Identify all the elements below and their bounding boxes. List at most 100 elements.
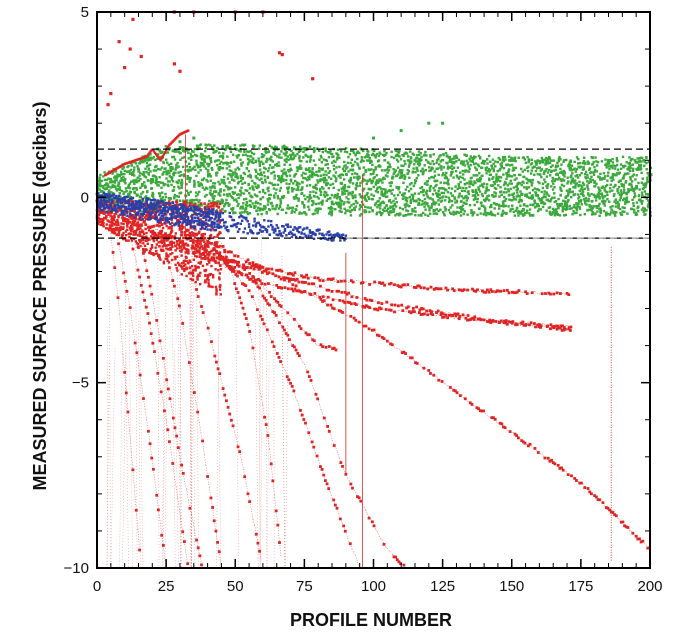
red-point [396,304,400,308]
green-point [264,149,267,153]
green-point [641,193,644,197]
green-point [588,194,591,197]
green-point [587,192,590,195]
green-point [267,167,271,170]
green-point [390,201,393,204]
green-point [166,161,169,164]
green-point [282,178,285,181]
green-point [360,158,364,162]
green-point [282,152,286,155]
green-point [645,182,648,185]
green-point [368,168,371,172]
green-point [413,206,417,210]
green-point [271,183,275,187]
green-point [465,159,468,162]
red-point [536,323,540,327]
red-track-segment [400,284,404,288]
red-track-segment [561,292,564,295]
green-point [612,164,615,167]
red-track-segment [308,276,311,279]
red-track-segment [455,288,458,292]
green-point [147,172,150,175]
green-point [161,196,165,199]
red-track-segment [306,291,309,294]
green-point [587,162,590,165]
green-point [417,192,420,195]
green-point [507,190,511,193]
red-track-segment [281,286,284,289]
green-point [578,180,581,184]
green-point [543,158,546,162]
green-point [131,172,135,175]
green-point [183,150,187,153]
red-track-segment [563,292,566,295]
red-point [545,325,549,328]
green-point [199,168,202,172]
green-point [315,207,318,211]
green-point [452,213,455,216]
green-point [246,204,249,207]
green-point [575,156,579,159]
green-point [440,165,443,168]
green-point [258,178,261,182]
green-point [314,202,318,206]
green-point [323,190,326,194]
green-point [540,199,544,202]
green-point [492,201,496,205]
green-point [583,198,586,201]
green-point [141,183,144,186]
green-point [624,179,628,183]
green-point [410,212,413,216]
green-point [609,176,612,179]
red-point [331,277,335,281]
green-point [334,194,337,197]
green-point [345,173,348,176]
red-track-segment [297,287,300,290]
green-point [532,203,535,206]
green-point [398,155,401,158]
green-point [253,206,256,210]
green-point [187,170,190,173]
green-point [261,207,264,211]
green-point [275,188,278,191]
green-point [596,210,599,213]
green-point [448,198,451,202]
green-point [421,211,425,215]
red-track-segment [529,322,532,325]
red-track-segment [433,310,436,312]
green-point [138,174,141,177]
green-point [485,166,489,169]
green-point [196,145,199,148]
green-point [379,204,382,207]
green-point [331,161,334,164]
green-point [461,169,464,173]
green-point [149,153,152,156]
green-point [445,195,448,199]
green-point [619,167,623,171]
green-point [338,195,341,199]
green-point [297,197,300,200]
green-point [264,205,267,208]
green-point [257,159,260,163]
green-point [586,176,589,179]
green-point [248,187,252,190]
green-point [164,192,167,196]
green-point [150,209,153,212]
red-track-segment [223,264,226,268]
red-track-segment [390,310,394,313]
green-point [207,143,210,146]
red-track-segment [339,279,342,282]
green-point [364,209,367,212]
green-point [486,211,489,215]
green-point [208,199,211,203]
green-point [419,186,422,190]
green-point [619,211,622,215]
green-point [304,172,307,176]
green-point [488,170,491,173]
green-point [155,177,158,180]
green-point [508,193,511,197]
green-point [603,189,606,192]
green-point [638,157,641,160]
green-point [234,168,237,171]
red-track-segment [334,279,337,282]
